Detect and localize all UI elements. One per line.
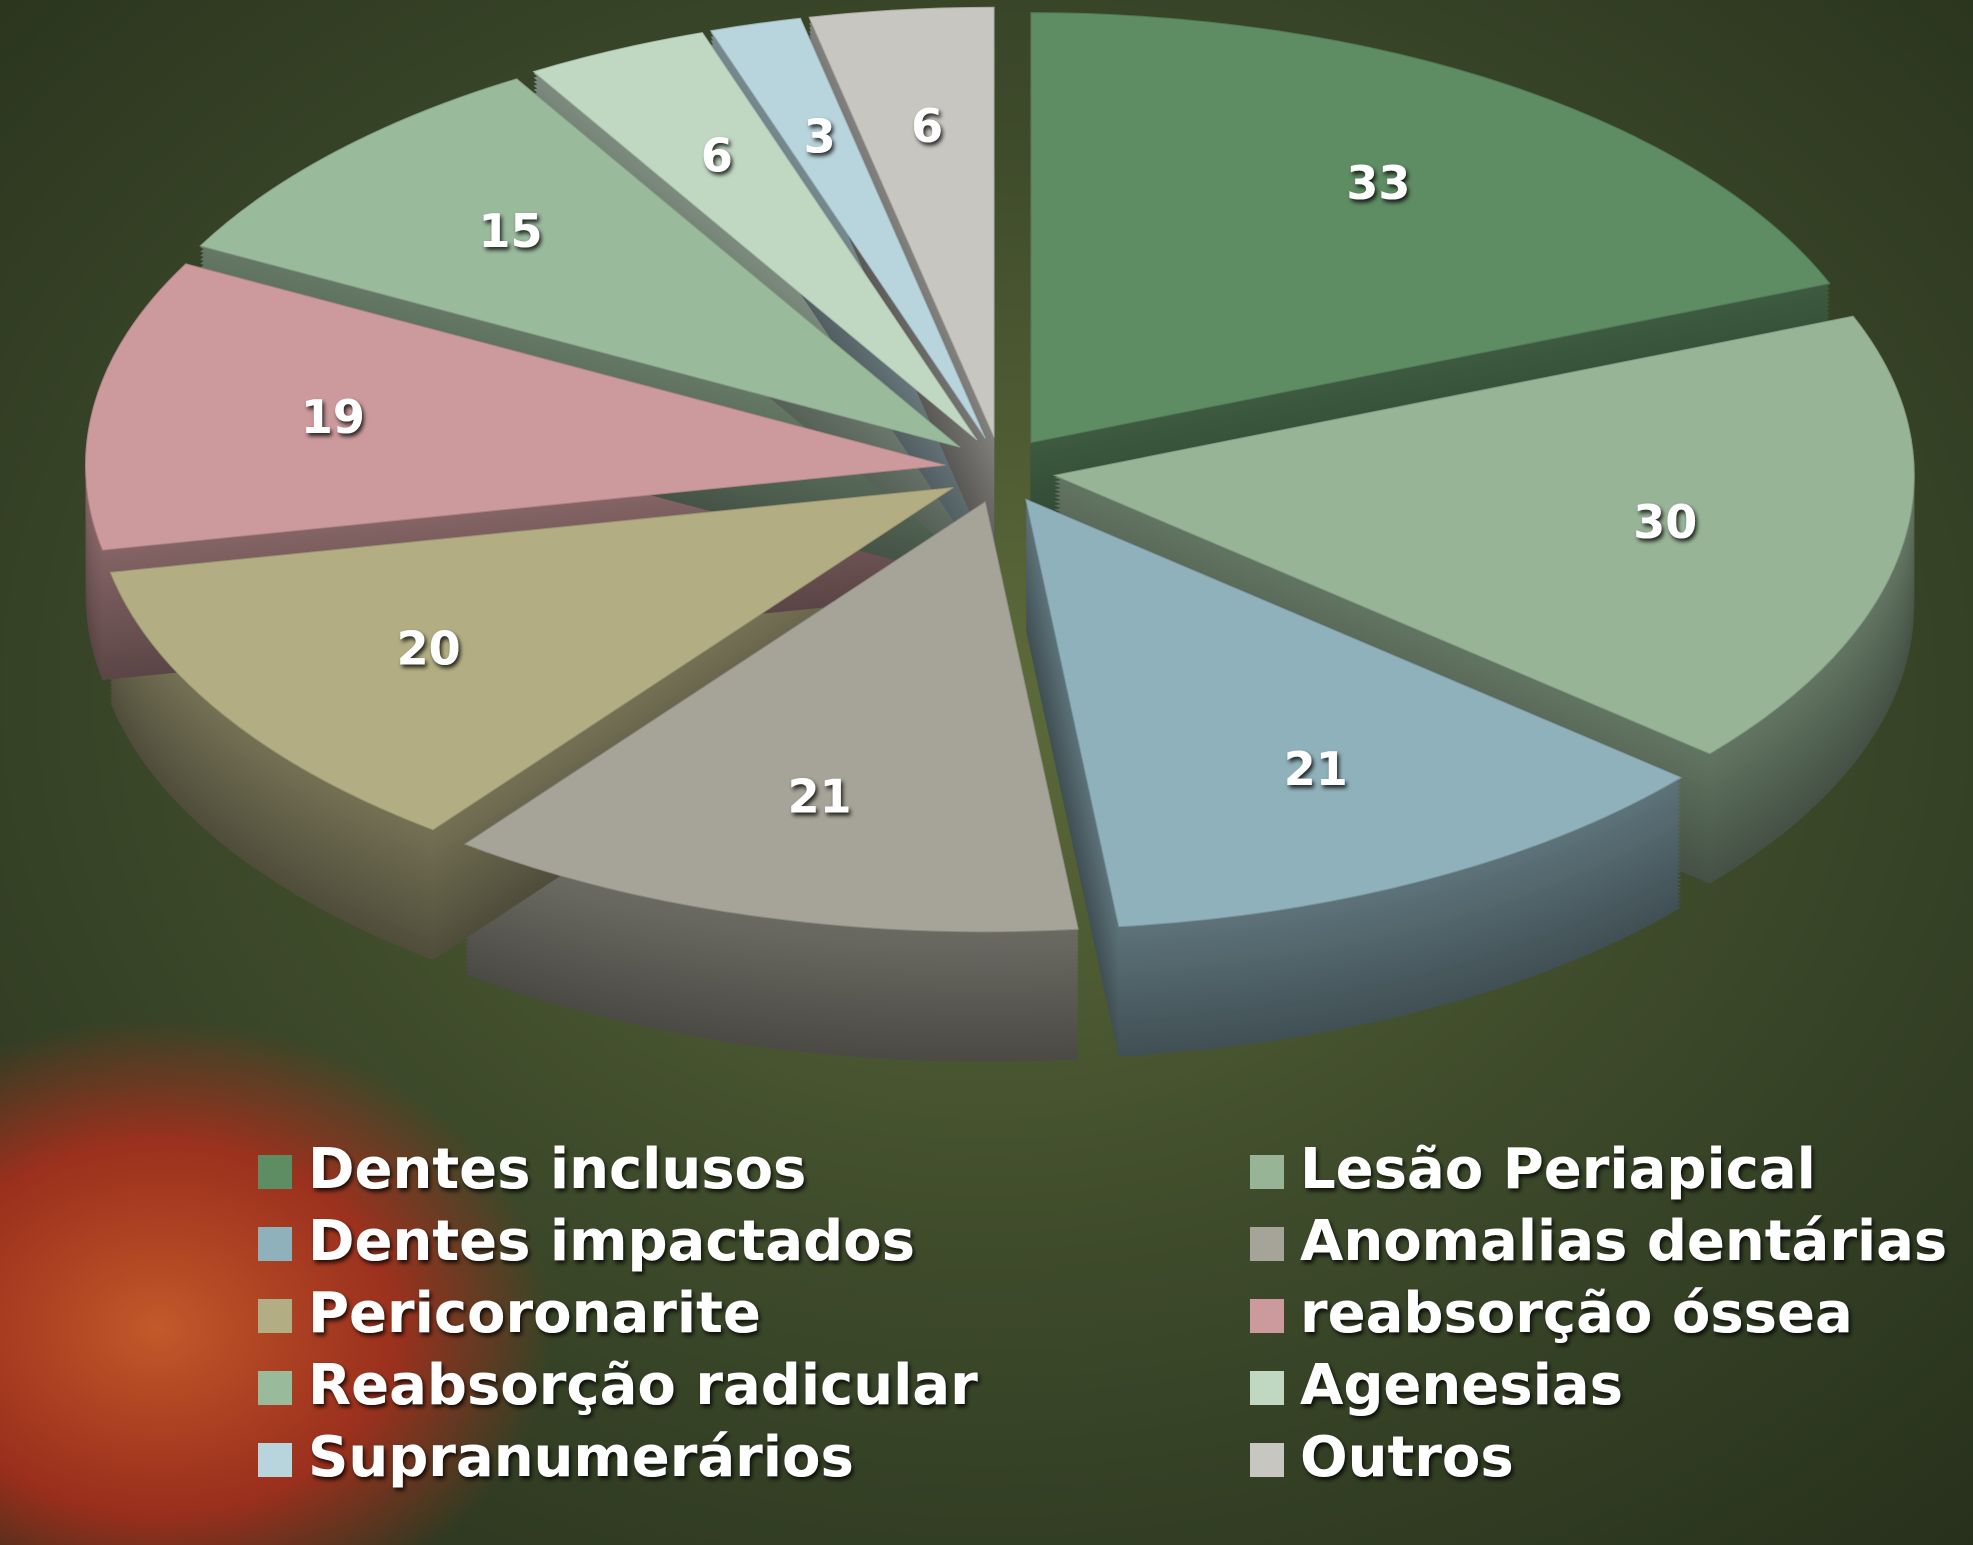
legend-swatch xyxy=(1250,1227,1284,1261)
chart: 33 30 21 21 20 19 15 6 3 6 Dentes inclusos Lesão P… xyxy=(0,0,1973,1545)
legend-label: Outros xyxy=(1300,1425,1514,1490)
legend-swatch xyxy=(1250,1371,1284,1405)
legend-swatch xyxy=(258,1443,292,1477)
data-label: 6 xyxy=(911,99,943,153)
data-label: 33 xyxy=(1346,156,1410,210)
data-label: 21 xyxy=(1284,742,1348,796)
data-label: 6 xyxy=(701,129,733,183)
legend-swatch xyxy=(258,1155,292,1189)
legend-swatch xyxy=(258,1371,292,1405)
data-label: 30 xyxy=(1633,495,1697,549)
legend-label: reabsorção óssea xyxy=(1300,1281,1853,1346)
data-label: 19 xyxy=(301,390,365,444)
data-label: 3 xyxy=(804,109,836,163)
legend-swatch xyxy=(258,1227,292,1261)
legend-swatch xyxy=(1250,1299,1284,1333)
legend-swatch xyxy=(1250,1155,1284,1189)
legend-label: Dentes impactados xyxy=(308,1209,915,1274)
legend-swatch xyxy=(258,1299,292,1333)
legend-label: Agenesias xyxy=(1300,1353,1623,1418)
legend-label: Anomalias dentárias xyxy=(1300,1209,1947,1274)
data-label: 15 xyxy=(479,204,543,258)
data-label: 21 xyxy=(788,770,852,824)
legend-label: Supranumerários xyxy=(308,1425,854,1490)
data-label: 20 xyxy=(397,621,461,675)
legend-label: Dentes inclusos xyxy=(308,1137,806,1202)
legend-swatch xyxy=(1250,1443,1284,1477)
legend-label: Reabsorção radicular xyxy=(308,1353,978,1418)
legend-label: Pericoronarite xyxy=(308,1281,761,1346)
legend-label: Lesão Periapical xyxy=(1300,1137,1816,1202)
